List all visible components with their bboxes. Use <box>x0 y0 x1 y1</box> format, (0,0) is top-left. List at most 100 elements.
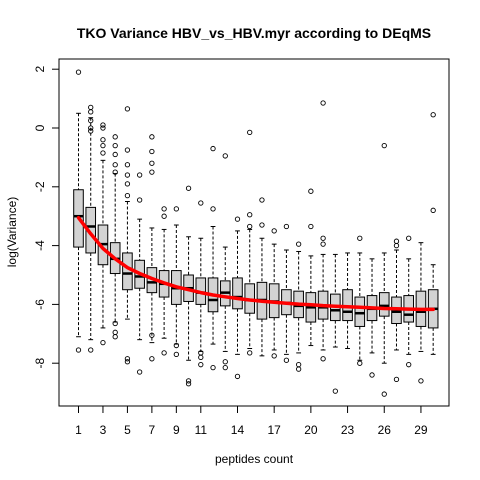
outlier-point <box>100 125 106 131</box>
box-group <box>378 142 390 397</box>
outlier-point <box>173 351 179 358</box>
box-group <box>73 69 84 353</box>
outlier-point <box>198 362 204 368</box>
x-tick-label: 7 <box>149 423 156 437</box>
outlier-point <box>149 148 155 155</box>
outlier-point <box>161 213 167 219</box>
outlier-point <box>430 112 436 118</box>
outlier-point <box>393 238 400 244</box>
outlier-point <box>88 118 94 124</box>
outlier-point <box>149 134 155 140</box>
outlier-point <box>124 356 131 362</box>
outlier-point <box>406 362 412 368</box>
box-group <box>244 129 256 356</box>
outlier-point <box>210 364 216 371</box>
outlier-point <box>320 100 326 106</box>
outlier-point <box>259 222 265 228</box>
box-group <box>268 228 280 359</box>
outlier-point <box>75 69 82 75</box>
x-tick-label: 23 <box>341 423 355 437</box>
outlier-point <box>185 378 192 384</box>
box-group <box>97 122 109 346</box>
outlier-point <box>124 192 131 199</box>
outlier-point <box>283 357 290 363</box>
outlier-point <box>185 185 192 191</box>
box-group <box>219 153 231 371</box>
box-group <box>330 253 341 394</box>
outlier-point <box>247 350 253 356</box>
outlier-point <box>112 334 118 340</box>
box-group <box>305 188 317 347</box>
outlier-point <box>161 350 167 356</box>
outlier-point <box>381 391 387 397</box>
outlier-point <box>283 223 290 230</box>
outlier-point <box>173 342 179 349</box>
x-tick-label: 3 <box>100 423 107 437</box>
x-tick-label: 20 <box>304 423 318 437</box>
box-group <box>281 223 292 363</box>
box <box>354 296 366 327</box>
x-tick-label: 29 <box>414 423 428 437</box>
box-group <box>146 134 158 362</box>
outlier-point <box>161 206 167 212</box>
y-tick-label: -6 <box>33 299 47 310</box>
outlier-point <box>308 223 314 230</box>
outlier-point <box>173 206 179 212</box>
outlier-point <box>320 235 326 241</box>
x-tick-label: 5 <box>124 423 131 437</box>
outlier-point <box>320 356 326 362</box>
x-axis-label: peptides count <box>215 452 294 466</box>
x-tick-label: 26 <box>378 423 392 437</box>
outlier-point <box>100 150 106 156</box>
chart-title: TKO Variance HBV_vs_HBV.myr according to… <box>77 25 431 41</box>
outlier-point <box>198 200 204 206</box>
outlier-point <box>185 381 192 387</box>
outlier-point <box>124 359 131 365</box>
outlier-point <box>100 339 106 346</box>
box-group <box>85 104 97 353</box>
box-group <box>122 106 133 365</box>
outlier-point <box>75 347 82 353</box>
x-tick-label: 11 <box>195 423 208 437</box>
outlier-point <box>88 347 94 353</box>
plot-area <box>73 69 439 397</box>
outlier-point <box>124 172 131 178</box>
outlier-point <box>136 369 143 375</box>
outlier-point <box>406 235 412 241</box>
outlier-point <box>418 378 424 384</box>
outlier-point <box>320 241 326 247</box>
outlier-point <box>136 172 143 178</box>
outlier-point <box>234 216 241 222</box>
outlier-point <box>112 169 118 175</box>
outlier-point <box>149 169 155 175</box>
y-tick-label: -4 <box>33 240 47 251</box>
outlier-point <box>357 235 363 241</box>
outlier-point <box>393 376 400 383</box>
trend-line <box>76 215 435 312</box>
outlier-point <box>112 162 118 168</box>
outlier-point <box>149 356 155 362</box>
box-group <box>354 235 366 366</box>
box-group <box>317 100 329 362</box>
plot-frame <box>58 58 450 407</box>
x-tick-label: 14 <box>231 423 245 437</box>
outlier-point <box>332 388 338 394</box>
box-group <box>342 252 353 349</box>
outlier-point <box>271 228 277 234</box>
outlier-point <box>357 360 363 366</box>
box-group <box>427 112 439 355</box>
y-axis: 2 0 -2 -4 -6 -8 <box>33 66 59 369</box>
outlier-point <box>88 128 94 134</box>
y-tick-label: -8 <box>33 358 47 369</box>
outlier-point <box>430 207 436 213</box>
box-group <box>207 145 219 371</box>
outlier-point <box>381 142 387 149</box>
outlier-point <box>124 106 131 112</box>
outlier-point <box>88 125 94 131</box>
outlier-point <box>295 241 302 247</box>
outlier-point <box>234 373 241 380</box>
box <box>232 277 243 310</box>
outlier-point <box>124 181 131 187</box>
outlier-point <box>210 206 216 212</box>
